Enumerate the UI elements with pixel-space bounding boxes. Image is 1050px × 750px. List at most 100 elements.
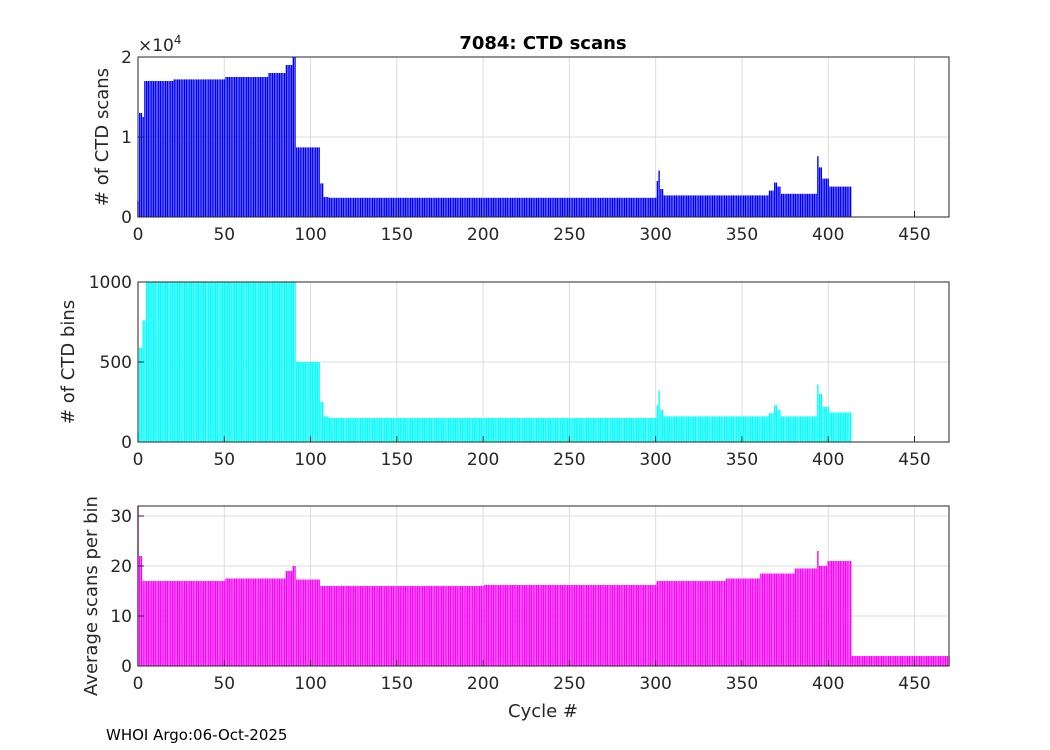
bar-avg-scans (237, 578, 239, 666)
bar-avg-scans (208, 581, 210, 666)
bar-ctd-scans (370, 197, 372, 217)
bar-ctd-bins (171, 282, 174, 442)
bar-ctd-bins (732, 416, 734, 442)
bar-ctd-scans (430, 197, 433, 217)
bar-ctd-bins (404, 418, 407, 442)
bar-avg-scans (230, 578, 232, 666)
bar-ctd-bins (347, 418, 350, 442)
bar-ctd-scans (149, 81, 151, 217)
bar-ctd-scans (585, 197, 588, 217)
bar-ctd-bins (180, 282, 182, 442)
bar-ctd-bins (582, 418, 584, 442)
bar-ctd-scans (266, 77, 269, 217)
bar-ctd-bins (211, 282, 213, 442)
bar-avg-scans (296, 579, 298, 666)
bar-ctd-bins (534, 418, 536, 442)
bar-avg-scans (767, 573, 769, 666)
bar-avg-scans (278, 578, 281, 666)
bar-ctd-bins (579, 418, 581, 442)
bar-ctd-bins (166, 282, 169, 442)
bar-avg-scans (366, 586, 369, 666)
bar-ctd-scans (368, 197, 370, 217)
bar-ctd-bins (601, 418, 603, 442)
bar-avg-scans (287, 571, 289, 666)
bar-ctd-bins (370, 418, 372, 442)
bar-ctd-bins (342, 418, 345, 442)
bar-ctd-scans (482, 197, 484, 217)
xtick-label-avg-scans: 100 (294, 674, 326, 694)
bar-avg-scans (937, 656, 940, 666)
bar-ctd-bins (434, 418, 436, 442)
bar-ctd-bins (439, 418, 441, 442)
xtick-label-ctd-scans: 450 (898, 225, 930, 245)
bar-avg-scans (251, 578, 253, 666)
bar-ctd-bins (598, 418, 600, 442)
bar-avg-scans (739, 578, 741, 666)
bar-avg-scans (899, 656, 902, 666)
bar-ctd-scans (846, 186, 848, 217)
bar-avg-scans (877, 656, 879, 666)
bar-avg-scans (496, 585, 498, 666)
bar-ctd-scans (442, 197, 445, 217)
bar-avg-scans (399, 586, 401, 666)
bar-ctd-scans (713, 195, 716, 217)
bar-avg-scans (941, 656, 943, 666)
bar-ctd-bins (663, 416, 665, 442)
bar-avg-scans (761, 573, 764, 666)
bar-avg-scans (406, 586, 408, 666)
bar-avg-scans (820, 566, 822, 666)
bar-ctd-bins (340, 418, 343, 442)
bar-ctd-bins (760, 416, 762, 442)
bar-avg-scans (428, 586, 431, 666)
bar-ctd-bins (761, 416, 764, 442)
bar-ctd-bins (304, 362, 307, 442)
bar-ctd-scans (727, 195, 729, 217)
bar-ctd-scans (299, 147, 301, 217)
bar-ctd-scans (406, 197, 408, 217)
bar-avg-scans (554, 585, 557, 666)
bar-avg-scans (437, 586, 439, 666)
bar-avg-scans (715, 581, 717, 666)
bar-ctd-scans (454, 197, 457, 217)
xtick-label-ctd-bins: 50 (213, 450, 235, 470)
bar-ctd-scans (392, 197, 395, 217)
bar-ctd-scans (489, 197, 491, 217)
bar-ctd-scans (553, 197, 555, 217)
bar-avg-scans (390, 586, 393, 666)
bar-ctd-scans (537, 197, 540, 217)
bar-ctd-scans (694, 195, 697, 217)
bar-ctd-scans (235, 77, 238, 217)
bar-avg-scans (703, 581, 705, 666)
bar-ctd-scans (675, 195, 678, 217)
bar-ctd-scans (508, 197, 510, 217)
bar-avg-scans (618, 585, 621, 666)
bar-ctd-scans (815, 193, 817, 217)
bar-ctd-bins (820, 394, 822, 442)
bar-ctd-scans (753, 195, 755, 217)
bar-ctd-scans (194, 79, 196, 218)
bar-ctd-scans (834, 186, 836, 217)
bar-ctd-scans (551, 197, 553, 217)
bar-ctd-scans (458, 197, 460, 217)
bar-avg-scans (870, 656, 873, 666)
bar-ctd-scans (579, 197, 581, 217)
bar-avg-scans (830, 561, 833, 666)
bar-avg-scans (375, 586, 377, 666)
bar-ctd-bins (480, 418, 483, 442)
bar-avg-scans (813, 568, 816, 666)
bar-ctd-bins (447, 418, 450, 442)
bar-avg-scans (302, 579, 305, 666)
bar-avg-scans (917, 656, 919, 666)
bar-avg-scans (323, 586, 326, 666)
bar-ctd-scans (185, 79, 187, 218)
bar-ctd-bins (641, 418, 643, 442)
bar-avg-scans (908, 656, 910, 666)
bar-ctd-bins (306, 362, 308, 442)
bar-ctd-scans (411, 197, 414, 217)
bar-avg-scans (825, 566, 828, 666)
bar-avg-scans (834, 561, 836, 666)
bar-ctd-scans (168, 81, 170, 217)
bar-avg-scans (503, 585, 505, 666)
bar-avg-scans (254, 578, 257, 666)
bar-ctd-bins (818, 394, 821, 442)
